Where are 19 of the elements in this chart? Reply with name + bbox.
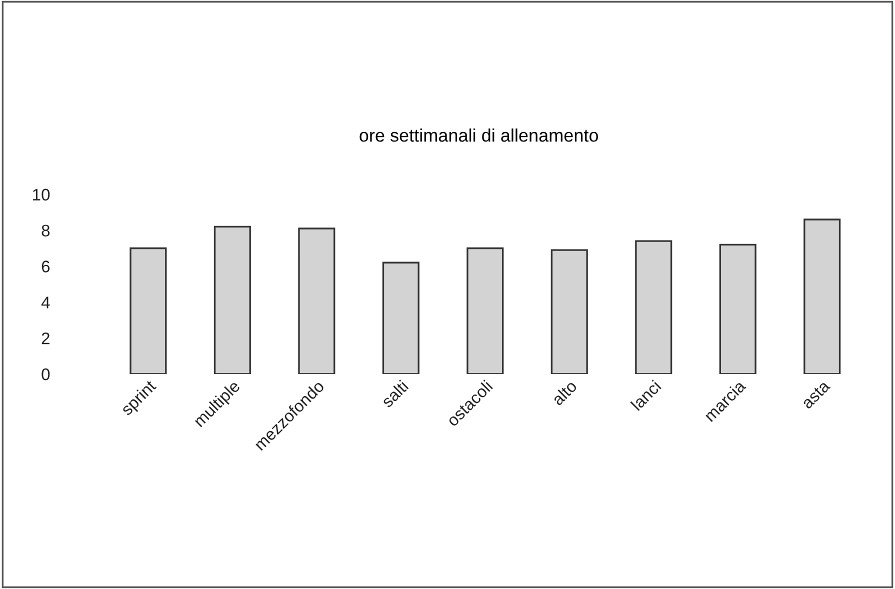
y-tick-label: 0 — [42, 368, 50, 380]
y-tick-label: 4 — [41, 296, 50, 308]
x-tick-label: asta — [801, 380, 831, 410]
y-tick-label: 2 — [42, 332, 50, 344]
bar — [466, 247, 504, 374]
y-tick-label: 6 — [42, 260, 50, 272]
chart-title: ore settimanali di allenamento — [360, 128, 598, 142]
y-tick-label: 10 — [33, 188, 50, 201]
x-tick-label: salti — [380, 380, 409, 408]
bar — [550, 249, 588, 374]
bar — [635, 240, 672, 374]
bar — [804, 218, 841, 374]
bar — [214, 226, 251, 374]
x-tick-label: alto — [550, 379, 578, 406]
bar — [382, 262, 420, 374]
bar — [719, 244, 756, 374]
bar — [130, 247, 167, 374]
y-tick-label: 8 — [42, 224, 50, 236]
bar — [298, 228, 336, 374]
